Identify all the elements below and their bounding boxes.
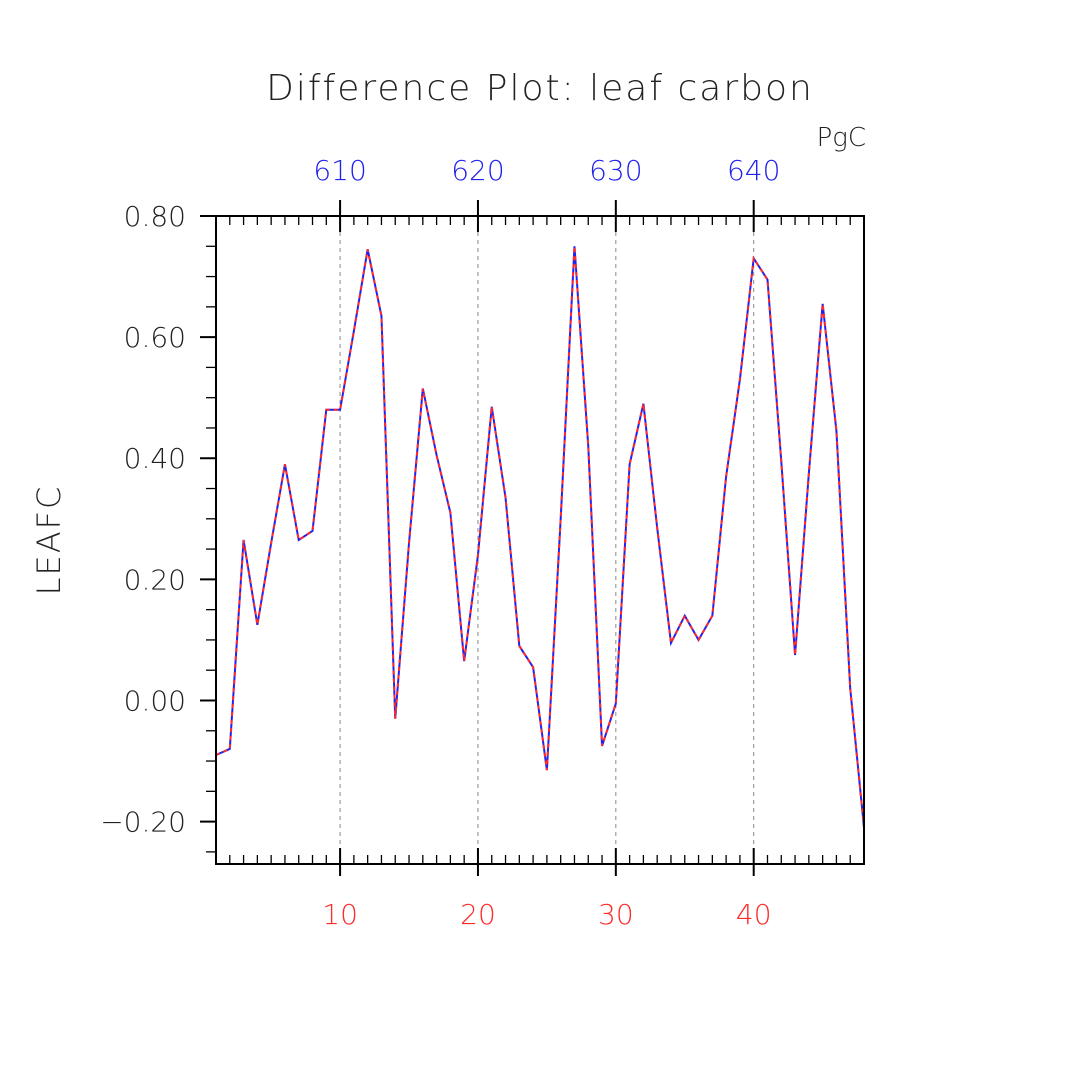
grid-lines [339,216,755,864]
x-tick-label-bottom: 10 [322,898,358,931]
series-line-dashed [215,246,865,828]
x-tick-label-bottom: 30 [598,898,634,931]
series-line-solid [215,246,865,828]
x-tick-label-top: 640 [727,154,780,187]
tick-labels: 0.80 0.60 0.40 0.20 0.00 −0.20 10 20 30 40 610 620 6… [100,154,780,931]
y-tick-label: 0.80 [124,200,186,233]
y-tick-label: 0.20 [124,563,186,596]
y-tick-label: 0.60 [124,321,186,354]
y-axis-label: LEAFC [30,485,68,596]
top-axis-units: PgC [817,123,866,153]
y-tick-label: −0.20 [100,806,186,839]
x-tick-label-top: 620 [451,154,504,187]
series-layer [215,246,865,828]
plot-frame [215,215,865,865]
y-tick-label: 0.40 [124,442,186,475]
x-tick-label-bottom: 20 [460,898,496,931]
x-tick-label-bottom: 40 [736,898,772,931]
x-tick-label-top: 630 [589,154,642,187]
chart-title: Difference Plot: leaf carbon [266,68,814,109]
x-tick-label-top: 610 [313,154,366,187]
y-tick-label: 0.00 [124,684,186,717]
tick-layer [200,200,865,876]
